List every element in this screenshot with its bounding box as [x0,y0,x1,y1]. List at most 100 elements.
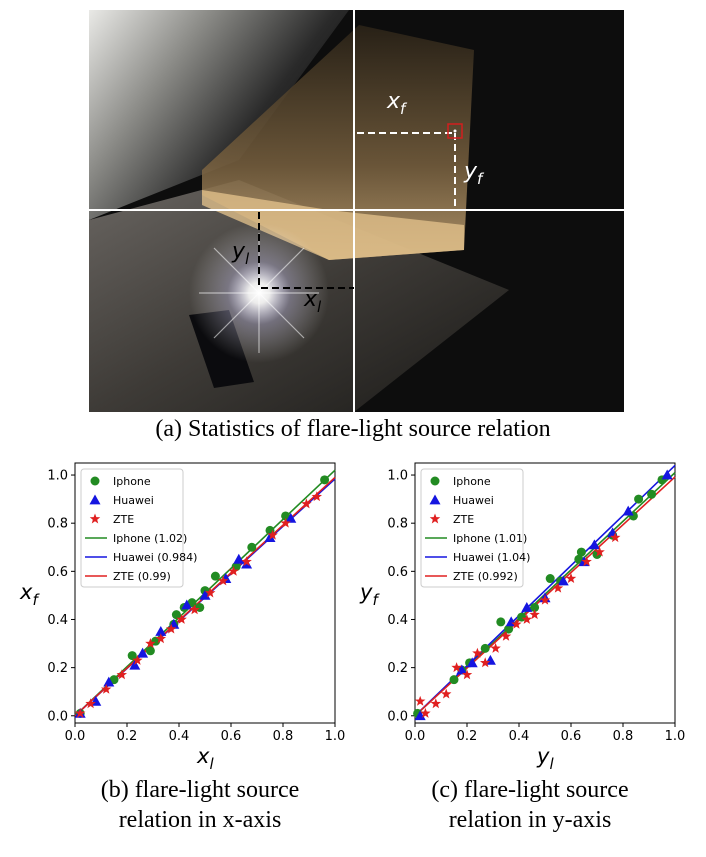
chart-b-point-iphone [171,610,181,620]
chart-b-xtick-label: 0.0 [65,729,86,744]
chart-b-point-iphone [247,542,257,552]
chart-c-point-zte [461,669,473,680]
chart-b-point-zte [132,654,143,665]
chart-c-point-huawei [622,505,634,516]
chart-b-ytick-label: 0.2 [47,661,68,676]
wall [89,10,349,220]
chart-b-point-zte [228,565,239,576]
chart-c-point-huawei [414,710,426,721]
chart-b-legend-label: Huawei [113,494,154,507]
chart-c-ytick-label: 0.0 [387,709,408,724]
chart-c-ytick-label: 0.6 [387,565,408,580]
chart-c-legend-label: Iphone [453,475,491,488]
caption-a: (a) Statistics of flare-light source rel… [155,416,551,442]
chart-c-point-iphone [530,602,540,612]
chart-c-point-zte [430,698,442,709]
chart-c-xtick-label: 0.2 [457,729,478,744]
chart-c-xlabel: yl [536,744,554,773]
caption-b-line2: relation in x-axis [118,807,282,833]
chart-b-point-zte [311,491,323,502]
chart-b-point-zte [217,575,229,586]
chart-c-legend-label: Huawei (1.04) [453,551,530,564]
chart-b-point-zte [241,556,252,567]
chart-b-point-iphone [210,571,220,581]
chart-b-point-zte [165,623,177,634]
chart-c-ytick-label: 1.0 [387,469,408,484]
chart-b-point-huawei [285,512,297,523]
chart-c-point-huawei [521,601,533,612]
chart-b-point-huawei [129,659,141,670]
xf-label: xf [386,89,408,118]
chart-c-legend-label: ZTE (0.992) [453,570,518,583]
chart-c-point-zte [529,609,540,620]
chart-c-xtick-label: 1.0 [665,729,685,744]
chart-b-point-huawei [233,553,245,564]
chart-c-legend-label: Iphone (1.01) [453,532,527,545]
scene-photo: xf yf yl xl [89,10,624,412]
chart-b-xlabel: xl [196,744,214,773]
caption-c: (c) flare-light source relation in y-axi… [370,775,690,835]
chart-b-point-huawei [137,647,149,658]
chart-c-ylabel: yf [359,580,380,609]
chart-c-legend-marker [429,513,441,524]
chart-b-point-iphone [320,475,330,485]
chart-b-point-huawei [181,599,193,610]
chart-c-legend-label: ZTE [453,513,474,526]
chart-c-legend-marker [429,494,441,505]
chart-c-point-iphone [504,624,514,634]
chart-b-legend-label: Huawei (0.984) [113,551,197,564]
box-edge-glow [202,190,464,260]
chart-c-point-zte [490,642,501,653]
chart-x-axis: 0.0 0.2 0.4 0.6 0.8 1.0 0.0 0.2 0.4 0.6 0.8 1.0 xl xf… [19,462,345,773]
chart-c-point-zte [440,688,452,699]
chart-c-point-iphone [647,489,657,499]
chart-b-ytick-label: 0.0 [47,709,68,724]
chart-b-point-huawei [103,676,115,687]
chart-b-ytick-label: 0.6 [47,565,68,580]
chart-b-point-iphone [127,651,137,661]
chart-c-ytick-label: 0.4 [387,613,408,628]
chart-b-point-zte [145,638,156,649]
chart-c-point-zte [521,613,533,624]
caption-b: (b) flare-light source relation in x-axi… [40,775,360,835]
chart-c-point-zte [479,657,491,668]
yf-label: yf [463,159,485,188]
chart-c-point-huawei [557,575,569,586]
chart-c-point-zte [414,695,426,706]
chart-b-point-huawei [264,532,276,543]
chart-b-legend-label: ZTE (0.99) [113,570,171,583]
chart-b-legend-marker [89,494,101,505]
chart-b-legend-label: Iphone (1.02) [113,532,187,545]
chart-b-point-iphone [145,646,155,656]
flare-rays [199,233,319,353]
chart-b-point-zte [116,669,128,680]
chart-b-point-zte [267,529,278,540]
chart-c-point-zte [472,647,483,658]
chart-c-plot-frame [414,462,676,724]
chart-c-legend-marker [430,476,440,486]
chart-c-point-huawei [456,664,468,675]
chart-b-ytick-label: 0.4 [47,613,68,628]
chart-c-xtick-label: 0.0 [405,729,426,744]
chart-b-xtick-label: 0.8 [273,729,294,744]
xl-label: xl [303,287,322,316]
flare-point [453,129,457,133]
chart-c-point-iphone [496,617,506,627]
chart-b-xtick-label: 0.6 [221,729,242,744]
chart-b-point-zte [301,498,312,509]
chart-b-xtick-label: 1.0 [325,729,345,744]
chart-c-point-huawei [466,657,478,668]
chart-b-ylabel: xf [19,580,40,609]
chart-c-xtick-label: 0.8 [613,729,634,744]
chart-b-legend-marker [90,476,100,486]
chart-c-point-huawei [588,539,600,550]
chart-b-legend-label: Iphone [113,475,151,488]
flare-marker-box [447,123,463,139]
caption-c-line2: relation in y-axis [448,807,612,833]
chart-c-point-iphone [634,494,644,504]
yl-label: yl [231,239,250,268]
chart-c-point-zte [552,582,564,593]
caption-b-line1: (b) flare-light source [100,777,300,803]
chart-b-point-huawei [199,589,211,600]
chart-c-point-zte [451,662,462,673]
